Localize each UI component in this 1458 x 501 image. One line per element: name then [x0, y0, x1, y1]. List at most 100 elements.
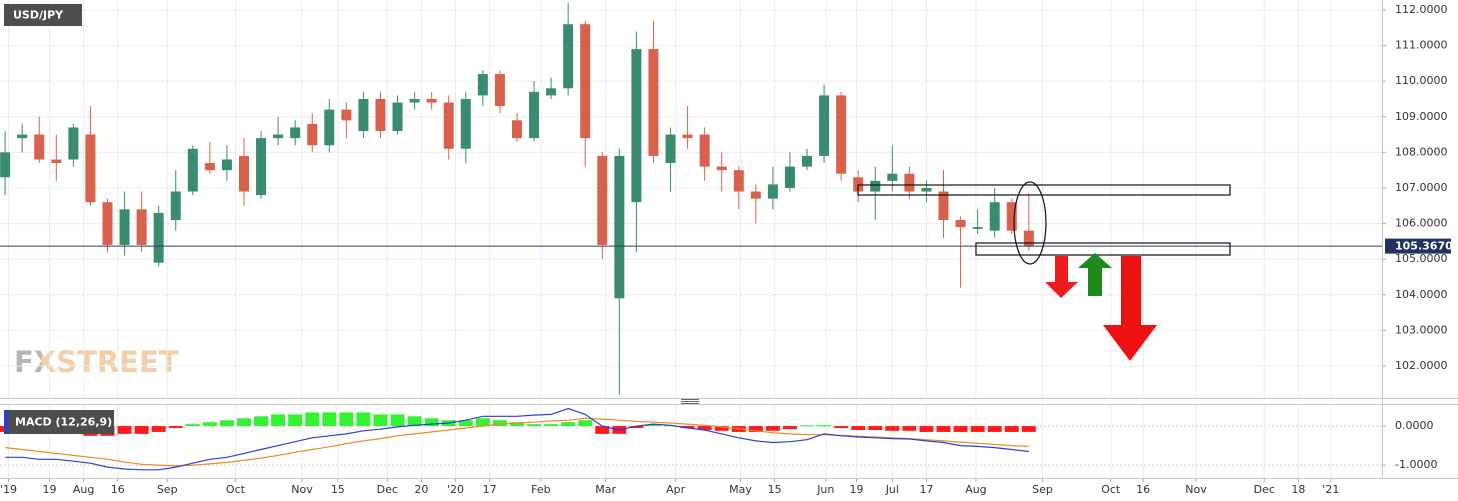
x-tick-label: Apr [666, 483, 686, 496]
candle-body [358, 98, 369, 132]
candle-body [784, 166, 795, 188]
candle-body [546, 88, 557, 96]
last-price-label: 105.3670 [1395, 240, 1453, 253]
x-tick-label: Dec [1254, 483, 1275, 496]
down-arrow-large [1103, 256, 1157, 361]
candle-body [119, 209, 130, 245]
candle-body [819, 95, 830, 156]
x-tick-label: Oct [226, 483, 246, 496]
candle-body [392, 102, 403, 132]
histogram-bar [765, 426, 780, 431]
histogram-bar [424, 418, 439, 427]
histogram-bar [697, 426, 712, 430]
indicator-color [4, 410, 8, 434]
x-tick-label: Oct [1101, 483, 1121, 496]
histogram-bar [561, 422, 576, 427]
histogram-bar [356, 412, 371, 427]
histogram-bar [134, 426, 149, 434]
histogram-bar [646, 424, 661, 427]
x-tick-label: 17 [483, 483, 497, 496]
x-tick-label: Sep [157, 483, 178, 496]
histogram-bar [1004, 426, 1019, 432]
histogram-bar [151, 426, 166, 432]
candle-body [802, 155, 813, 167]
histogram-bar [168, 426, 183, 429]
annotations [857, 181, 1231, 265]
histogram-bar [578, 420, 593, 427]
x-tick-label: 16 [1136, 483, 1150, 496]
candle-body [955, 220, 966, 228]
candle-body [750, 191, 761, 199]
signal-line [5, 417, 1029, 467]
support-zone [975, 242, 1231, 256]
candle-body [921, 187, 932, 192]
candle-body [238, 155, 249, 192]
candle-body [870, 180, 881, 192]
candle-body [767, 184, 778, 199]
x-tick-label: '21 [1322, 483, 1339, 496]
histogram-bar [288, 414, 303, 427]
candle-body [631, 49, 642, 203]
histogram-bar [271, 414, 286, 427]
candle-body [733, 170, 744, 192]
candle-body [1023, 230, 1034, 246]
symbol-box [4, 4, 82, 26]
histogram-bar [390, 414, 405, 427]
histogram-bar [800, 425, 815, 427]
histogram-bar [322, 412, 337, 427]
histogram-bar [936, 426, 951, 432]
histogram-bar [970, 426, 985, 432]
down-arrow [1045, 256, 1078, 298]
candle-body [699, 134, 710, 167]
histogram-bar [595, 426, 610, 434]
resistance-zone [857, 184, 1231, 196]
candle-body [938, 191, 949, 221]
histogram-bar [987, 426, 1002, 432]
macd-panel [0, 407, 1036, 471]
macd-line [5, 407, 1029, 471]
x-tick-label: 19 [42, 483, 56, 496]
candle-body [68, 127, 79, 160]
histogram-bar [1021, 426, 1036, 432]
x-tick-label: 15 [331, 483, 345, 496]
y-tick-label: 106.0000 [1395, 217, 1448, 230]
candle-body [989, 202, 1000, 231]
histogram-bar [117, 426, 132, 434]
histogram-bar [339, 412, 354, 427]
candle-body [273, 134, 284, 139]
x-tick-label: Aug [73, 483, 94, 496]
candle-body [102, 202, 113, 245]
candle-body [221, 159, 232, 171]
x-tick-label: Aug [965, 483, 986, 496]
candle-body [665, 134, 676, 164]
y-tick-label: 104.0000 [1395, 288, 1448, 301]
candle-body [307, 123, 318, 146]
candle-body [682, 134, 693, 139]
histogram-bar [305, 412, 320, 427]
candle-body [341, 109, 352, 121]
histogram-bar [373, 414, 388, 427]
watermark: FXSTREET [14, 345, 179, 379]
histogram-bar [185, 424, 200, 427]
y-tick-label: 105.0000 [1395, 252, 1448, 265]
y-tick-label: -1.0000 [1395, 458, 1437, 471]
x-tick-label: 16 [111, 483, 125, 496]
histogram-bar [527, 424, 542, 427]
candle-body [597, 155, 608, 245]
x-tick-label: May [729, 483, 752, 496]
price-panel [0, 2, 1382, 395]
candle-body [204, 163, 215, 171]
candle-body [136, 209, 147, 245]
candle-body [614, 155, 625, 299]
indicator-box [4, 410, 114, 434]
resize-handle[interactable] [681, 399, 699, 404]
x-tick-label: 15 [768, 483, 782, 496]
x-tick-label: Feb [531, 483, 550, 496]
last-price-box [1385, 238, 1451, 254]
y-tick-label: 103.0000 [1395, 323, 1448, 336]
y-tick-label: 111.0000 [1395, 39, 1448, 52]
histogram-bar [407, 416, 422, 427]
histogram-bar [885, 426, 900, 431]
histogram-bar [458, 420, 473, 427]
